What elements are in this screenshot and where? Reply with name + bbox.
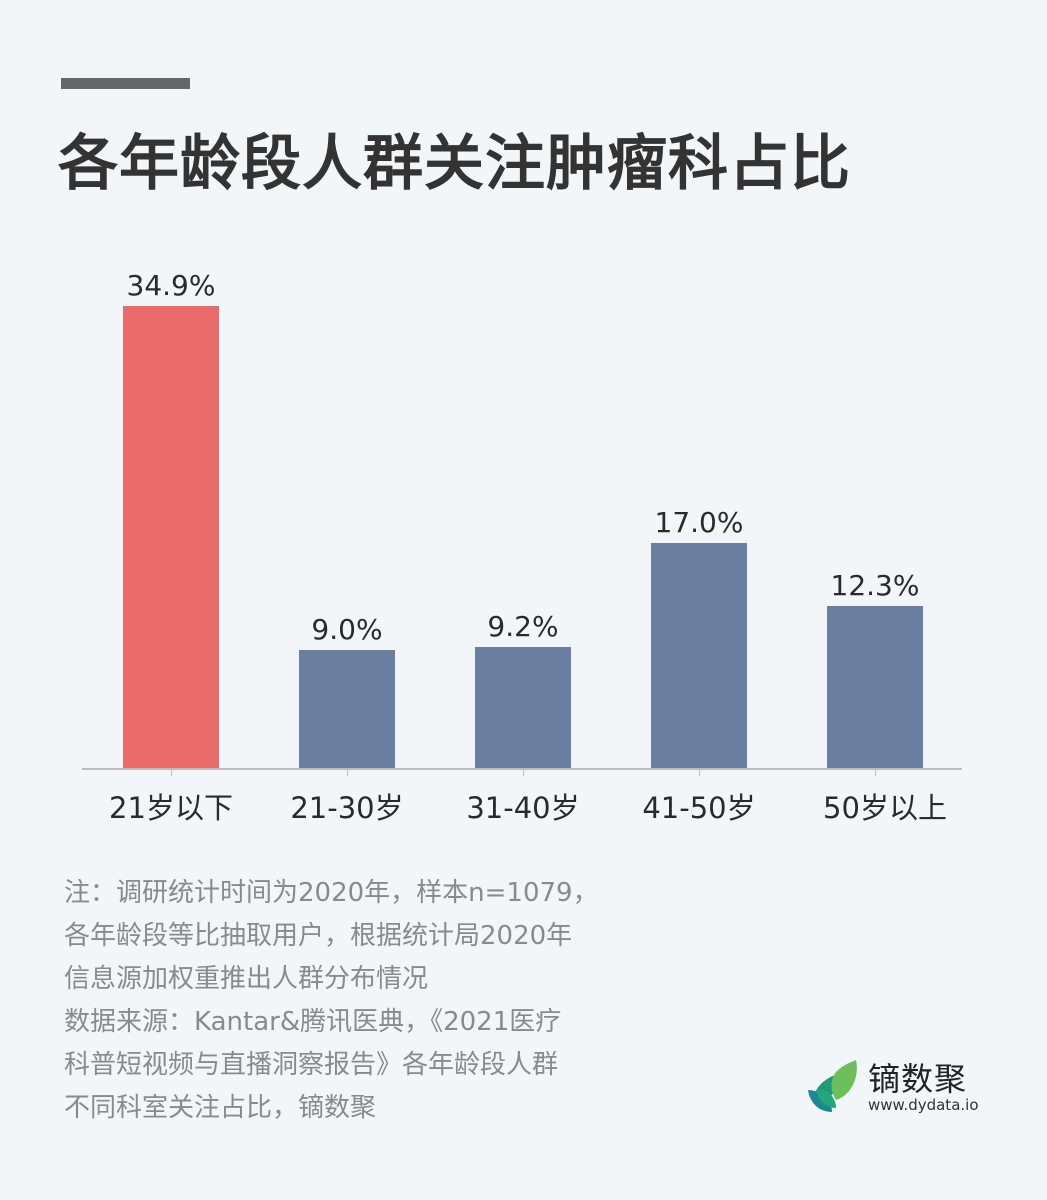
brand-name: 镝数聚 [868,1060,968,1098]
bar-41-50 [651,543,747,769]
bar-chart: 34.9% 9.0% 9.2% 17.0% 12.3% 21岁以下 21-30岁… [82,269,962,825]
bar-under-21 [123,306,219,769]
x-axis-tick [347,770,348,776]
value-label: 34.9% [126,269,216,302]
x-axis-label: 50岁以上 [823,791,947,825]
footnote: 注：调研统计时间为2020年，样本n=1079， 各年龄段等比抽取用户，根据统计… [64,872,684,1130]
bar-over-50 [827,606,923,769]
bar-31-40 [475,647,571,769]
footnote-line: 不同科室关注占比，镝数聚 [64,1093,377,1123]
x-axis-label: 41-50岁 [642,791,756,825]
leaf-logo-icon [808,1060,857,1112]
x-axis-tick [171,770,172,776]
value-label: 17.0% [654,506,744,539]
footnote-line: 注：调研统计时间为2020年，样本n=1079， [64,878,599,908]
x-axis-tick [699,770,700,776]
footnote-line: 数据来源：Kantar&腾讯医典，《2021医疗 [64,1007,562,1037]
title-accent-bar [61,78,190,89]
x-axis-label: 21岁以下 [109,791,233,825]
x-axis-tick [875,770,876,776]
bar-21-30 [299,650,395,769]
footnote-line: 科普短视频与直播洞察报告》各年龄段人群 [64,1050,559,1080]
footnote-line: 各年龄段等比抽取用户，根据统计局2020年 [64,921,573,951]
x-axis-label: 31-40岁 [466,791,580,825]
value-label: 9.2% [487,610,559,643]
brand-url: www.dydata.io [868,1096,979,1114]
footnote-line: 信息源加权重推出人群分布情况 [64,964,429,994]
value-label: 9.0% [311,613,383,646]
x-axis-label: 21-30岁 [290,791,404,825]
value-label: 12.3% [830,569,920,602]
x-axis-tick [523,770,524,776]
brand-logo: 镝数聚 www.dydata.io [806,1058,986,1118]
x-axis-line [82,768,962,770]
page-title: 各年龄段人群关注肿瘤科占比 [58,129,851,199]
